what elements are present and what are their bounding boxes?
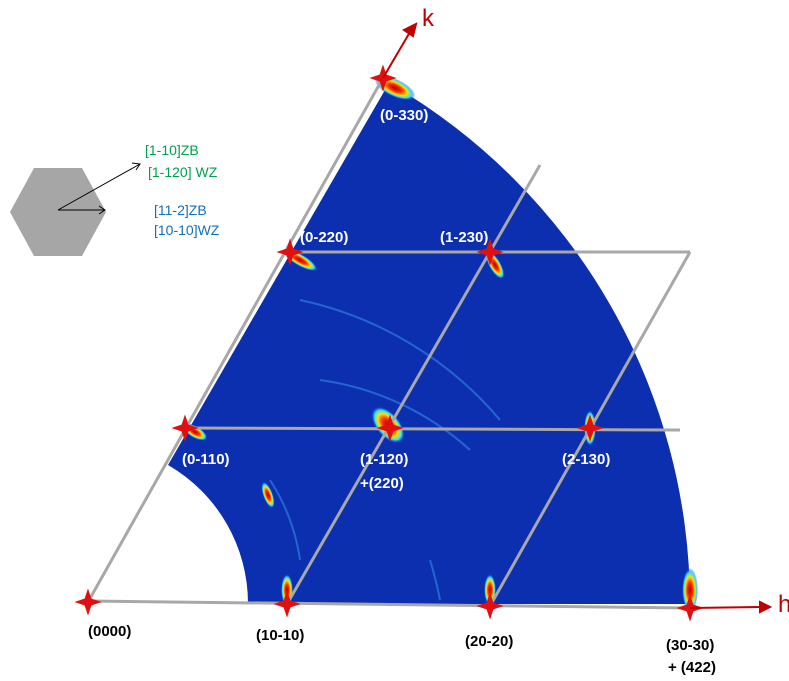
point-label: (0-330) [380, 107, 428, 124]
streaks [269, 299, 501, 601]
point-label: (0-110) [182, 451, 230, 468]
legend-text: [1-120] WZ [148, 164, 218, 180]
point-label: (0000) [88, 623, 131, 640]
point-label: (10-10) [256, 627, 304, 644]
hexagon [10, 168, 106, 256]
point-label: (20-20) [465, 633, 513, 650]
axes [382, 22, 773, 614]
point-label: (2-130) [562, 451, 610, 468]
reciprocal-map [168, 83, 690, 604]
axis-label: h [778, 591, 789, 618]
point-label: (1-120) [360, 451, 408, 468]
direction-arrows [57, 162, 141, 215]
legend-text: [11-2]ZB [154, 202, 207, 218]
point-label: (1-230) [440, 229, 488, 246]
axis-label: k [422, 5, 435, 32]
legend-text: [1-10]ZB [145, 142, 199, 158]
point-label: (30-30) [666, 637, 714, 654]
point-label: (0-220) [300, 229, 348, 246]
point-label: + (422) [668, 659, 716, 676]
lattice-grid [86, 77, 692, 610]
point-label: +(220) [360, 475, 404, 492]
legend-text: [10-10]WZ [154, 222, 220, 238]
